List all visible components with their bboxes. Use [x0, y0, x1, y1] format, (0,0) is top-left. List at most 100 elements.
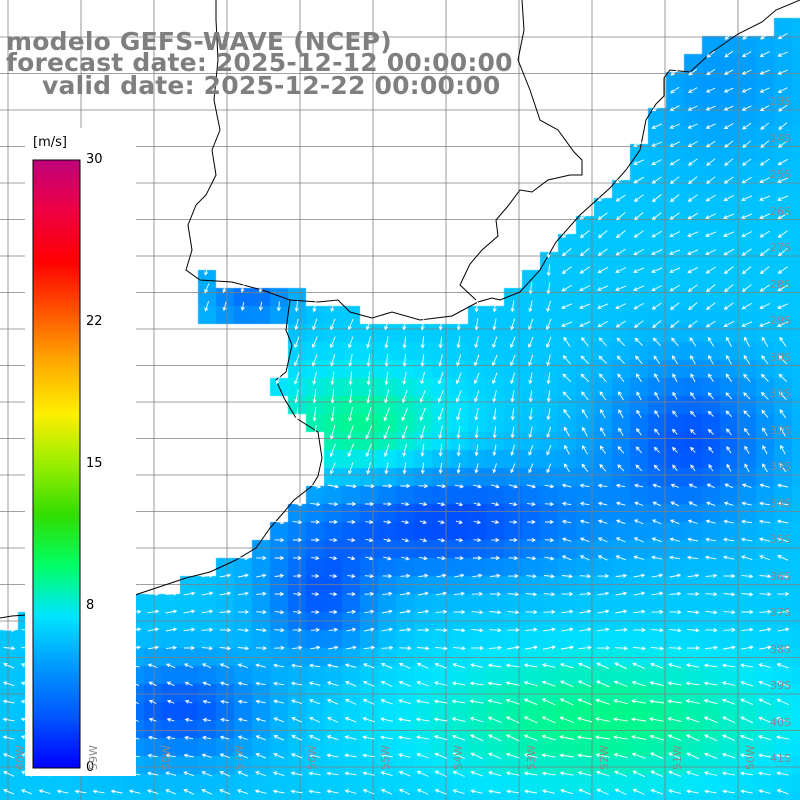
- wind-arrow: [777, 248, 788, 257]
- wind-arrow: [237, 573, 249, 578]
- wind-arrow: [705, 537, 717, 542]
- wind-arrow: [165, 591, 178, 596]
- wind-arrow: [310, 627, 321, 632]
- wind-arrow: [383, 556, 392, 561]
- wind-arrow: [630, 717, 647, 722]
- wind-arrow: [759, 69, 770, 75]
- wind-arrow: [613, 752, 628, 759]
- wind-arrow: [708, 463, 714, 472]
- wind-arrow: [600, 408, 606, 419]
- wind-arrow: [651, 104, 662, 112]
- wind-arrow: [382, 591, 393, 596]
- wind-arrow: [741, 231, 753, 238]
- longitude-label: 52W: [598, 745, 611, 770]
- wind-arrow: [670, 68, 680, 76]
- wind-arrow: [274, 555, 285, 561]
- wind-arrow: [740, 771, 754, 776]
- wind-arrow: [633, 159, 645, 165]
- wind-arrow: [577, 771, 592, 777]
- wind-arrow: [366, 462, 371, 475]
- wind-arrow: [508, 484, 519, 489]
- longitude-label: 59W: [87, 745, 100, 770]
- wind-arrow: [3, 770, 15, 777]
- wind-arrow: [420, 371, 426, 385]
- wind-arrow: [312, 407, 317, 422]
- wind-arrow: [452, 789, 465, 795]
- wind-arrow: [595, 735, 611, 740]
- wind-arrow: [634, 337, 644, 347]
- wind-arrow: [706, 176, 716, 184]
- wind-arrow: [293, 592, 302, 597]
- wind-arrow: [492, 444, 497, 457]
- wind-arrow: [650, 646, 665, 651]
- wind-arrow: [723, 266, 734, 274]
- wind-arrow: [741, 213, 753, 219]
- wind-arrow: [347, 425, 354, 440]
- wind-arrow: [434, 662, 447, 669]
- wind-arrow: [290, 789, 303, 794]
- wind-arrow: [327, 484, 340, 489]
- wind-arrow: [433, 717, 448, 722]
- wind-arrow: [740, 789, 753, 794]
- wind-arrow: [455, 390, 462, 403]
- wind-arrow: [201, 573, 214, 578]
- wind-arrow: [56, 789, 69, 794]
- wind-arrow: [546, 390, 551, 403]
- wind-arrow: [527, 519, 536, 525]
- wind-arrow: [506, 789, 520, 794]
- wind-arrow: [330, 371, 335, 386]
- wind-arrow: [110, 789, 123, 794]
- latitude-label: 34S: [770, 496, 791, 510]
- wind-arrow: [362, 717, 375, 723]
- wind-arrow: [580, 355, 590, 365]
- wind-arrow: [562, 373, 572, 383]
- wind-arrow: [255, 628, 267, 633]
- wind-arrow: [438, 425, 443, 440]
- wind-arrow: [366, 371, 371, 386]
- wind-arrow: [632, 662, 646, 670]
- wind-arrow: [579, 321, 591, 328]
- wind-arrow: [777, 51, 788, 57]
- wind-arrow: [650, 770, 663, 778]
- latitude-label: 25S: [770, 168, 791, 181]
- wind-arrow: [382, 573, 393, 579]
- wind-arrow: [615, 591, 628, 596]
- wind-arrow: [668, 752, 682, 760]
- wind-arrow: [399, 646, 412, 651]
- wind-arrow: [419, 502, 428, 507]
- wind-arrow: [472, 555, 483, 561]
- wind-arrow: [633, 555, 645, 560]
- wind-arrow: [544, 556, 555, 561]
- wind-arrow: [294, 318, 299, 331]
- wind-arrow: [166, 681, 175, 687]
- wind-arrow: [326, 663, 339, 668]
- wind-arrow: [723, 123, 734, 129]
- wind-arrow: [329, 556, 338, 561]
- wind-arrow: [759, 266, 770, 275]
- wind-arrow: [472, 484, 482, 489]
- wind-arrow: [293, 573, 302, 578]
- wind-arrow: [528, 300, 533, 313]
- wind-arrow: [777, 645, 790, 650]
- wind-arrow: [436, 573, 447, 578]
- wind-arrow: [329, 609, 338, 615]
- wind-arrow: [541, 680, 556, 687]
- wind-arrow: [491, 520, 500, 525]
- wind-arrow: [600, 427, 606, 437]
- wind-arrow: [508, 573, 519, 578]
- wind-arrow: [255, 646, 268, 651]
- wind-arrow: [455, 502, 464, 507]
- wind-arrow: [687, 537, 698, 542]
- wind-arrow: [509, 502, 518, 507]
- wind-arrow: [201, 591, 214, 596]
- wind-arrow: [258, 283, 263, 293]
- wind-arrow: [456, 407, 461, 421]
- wind-arrow: [491, 537, 500, 543]
- wind-arrow: [256, 591, 267, 596]
- wind-arrow: [437, 520, 446, 525]
- wind-arrow: [778, 391, 787, 401]
- wind-arrow: [292, 537, 303, 543]
- wind-arrow: [705, 266, 716, 274]
- wind-arrow: [183, 645, 196, 651]
- wind-arrow: [365, 538, 374, 543]
